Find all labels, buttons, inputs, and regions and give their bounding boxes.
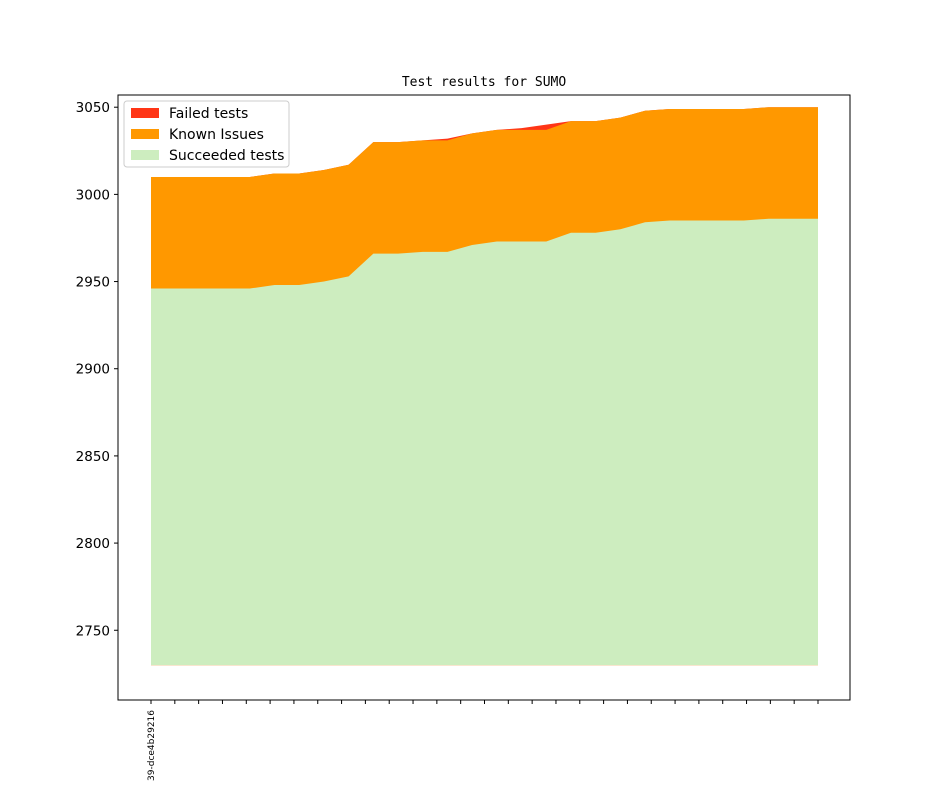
- x-tick-label: 39-dce4b29216: [147, 710, 157, 781]
- y-tick-label: 2750: [76, 623, 110, 639]
- chart-title: Test results for SUMO: [402, 75, 567, 90]
- y-tick-label: 3000: [76, 187, 110, 203]
- legend-box: [123, 100, 290, 168]
- y-axis: 2750 2800 2850 2900 2950 3000 3050: [76, 100, 118, 639]
- x-axis: 39-dce4b29216: [147, 700, 819, 781]
- y-tick-label: 2950: [76, 275, 110, 291]
- y-tick-label: 2850: [76, 449, 110, 465]
- y-tick-label: 3050: [76, 100, 110, 116]
- series-area-succeeded-tests: [151, 218, 818, 666]
- legend-swatch-succeeded-tests: [131, 150, 159, 160]
- legend: Failed tests Known Issues Succeeded tests: [123, 100, 290, 168]
- series-layer: [151, 107, 818, 666]
- y-tick-label: 2900: [76, 362, 110, 378]
- plot-area: [117, 94, 851, 701]
- legend-label-failed-tests: Failed tests: [169, 106, 248, 122]
- legend-label-known-issues: Known Issues: [169, 127, 264, 143]
- y-tick-label: 2800: [76, 536, 110, 552]
- legend-swatch-known-issues: [131, 129, 159, 139]
- legend-label-succeeded-tests: Succeeded tests: [169, 148, 284, 164]
- legend-swatch-failed-tests: [131, 108, 159, 118]
